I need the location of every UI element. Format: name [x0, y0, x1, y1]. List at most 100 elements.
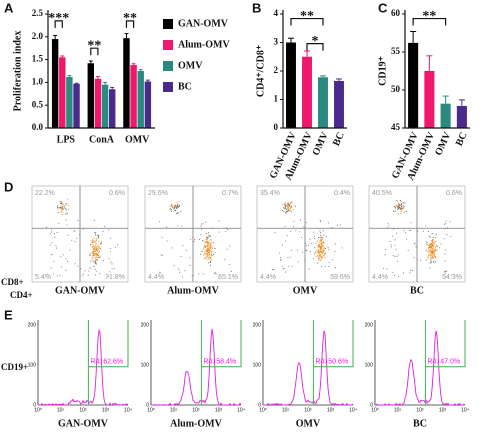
event-dot	[425, 249, 427, 251]
x-tick-label: 10²	[79, 407, 87, 413]
event-dot	[429, 250, 432, 252]
event-dot	[205, 257, 207, 259]
event-dot	[315, 242, 317, 244]
event-dot	[397, 201, 399, 203]
event-dot	[109, 247, 111, 249]
bar	[108, 89, 116, 128]
event-dot	[402, 207, 404, 209]
y-tick-label: 1.0	[32, 76, 44, 86]
y-tick-label: 50	[391, 84, 401, 94]
event-dot	[322, 244, 324, 246]
bar	[334, 80, 344, 128]
event-dot	[99, 256, 101, 258]
event-dot	[316, 249, 318, 251]
event-dot	[320, 259, 322, 261]
event-dot	[322, 230, 324, 232]
event-dot	[433, 244, 435, 247]
event-dot	[95, 240, 97, 242]
event-dot	[296, 249, 299, 251]
event-dot	[440, 243, 442, 245]
event-dot	[203, 244, 206, 246]
y-tick-label: 55	[391, 46, 401, 56]
event-dot	[397, 206, 399, 208]
event-dot	[218, 231, 220, 233]
event-dot	[95, 244, 97, 246]
event-dot	[409, 229, 411, 232]
event-dot	[96, 250, 98, 252]
event-dot	[431, 252, 433, 254]
event-dot	[180, 210, 182, 212]
quadrant-label: 35.4%	[260, 190, 280, 197]
event-dot	[321, 249, 324, 251]
event-dot	[337, 224, 339, 226]
event-dot	[322, 252, 324, 254]
legend-label: BC	[178, 81, 192, 92]
event-dot	[74, 240, 76, 242]
event-dot	[96, 247, 98, 250]
event-dot	[56, 231, 58, 234]
significance-bracket	[412, 17, 447, 26]
event-dot	[320, 266, 322, 268]
event-dot	[206, 258, 208, 261]
y-tick-label: 0	[274, 122, 279, 132]
event-dot	[210, 245, 212, 247]
event-dot	[426, 242, 428, 244]
x-tick-label: OMV	[310, 130, 331, 158]
event-dot	[334, 267, 337, 269]
event-dot	[301, 251, 303, 253]
event-dot	[97, 252, 99, 254]
event-dot	[93, 246, 95, 249]
event-dot	[321, 244, 324, 246]
event-dot	[397, 207, 399, 209]
event-dot	[182, 276, 184, 278]
event-dot	[319, 220, 321, 222]
event-dot	[65, 203, 67, 205]
event-dot	[429, 254, 431, 257]
event-dot	[295, 230, 297, 232]
event-dot	[97, 254, 99, 257]
event-dot	[398, 203, 400, 205]
event-dot	[322, 249, 324, 251]
event-dot	[446, 234, 448, 236]
event-dot	[321, 238, 323, 241]
event-dot	[321, 236, 323, 238]
y-tick-label: 200	[141, 322, 150, 328]
event-dot	[206, 250, 208, 252]
event-dot	[417, 230, 419, 232]
y-tick-label: 200	[253, 322, 262, 328]
event-dot	[394, 255, 396, 257]
event-dot	[331, 259, 333, 261]
event-dot	[318, 242, 320, 244]
event-dot	[321, 256, 323, 258]
event-dot	[394, 210, 396, 212]
significance-bracket	[54, 20, 63, 28]
event-dot	[98, 256, 100, 259]
event-dot	[319, 260, 321, 262]
significance-bracket	[290, 17, 324, 26]
event-dot	[396, 199, 398, 202]
plot-label: BC	[413, 418, 427, 429]
bar	[424, 71, 435, 128]
event-dot	[101, 241, 103, 243]
event-dot	[173, 264, 175, 266]
event-dot	[434, 250, 436, 252]
event-dot	[62, 208, 64, 211]
event-dot	[327, 248, 329, 251]
event-dot	[99, 247, 101, 249]
event-dot	[319, 251, 321, 253]
event-dot	[392, 255, 394, 257]
event-dot	[207, 257, 209, 259]
event-dot	[322, 251, 324, 253]
event-dot	[92, 260, 94, 262]
event-dot	[204, 241, 206, 243]
event-dot	[291, 201, 293, 203]
event-dot	[94, 260, 96, 262]
event-dot	[109, 271, 111, 273]
event-dot	[297, 261, 299, 263]
y-tick-label: 0	[258, 402, 261, 408]
event-dot	[98, 237, 100, 239]
event-dot	[298, 231, 301, 233]
event-dot	[98, 235, 100, 237]
event-dot	[318, 250, 320, 252]
quadrant-label: 71.8%	[105, 274, 125, 281]
